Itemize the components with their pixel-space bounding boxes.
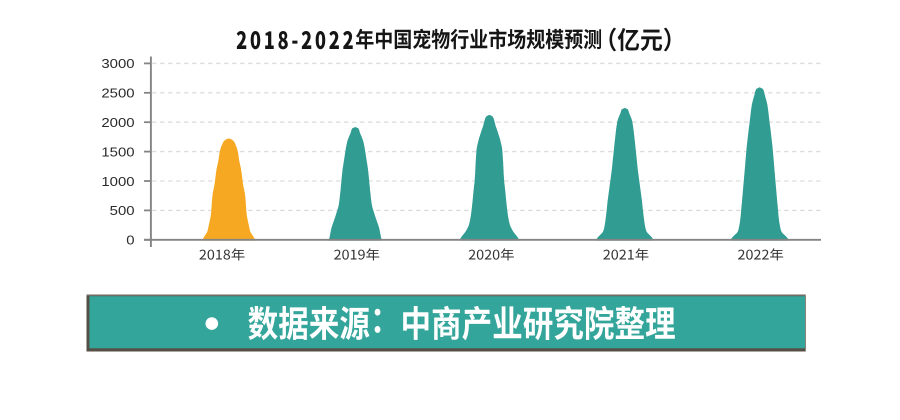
svg-text:3000: 3000	[101, 56, 134, 71]
svg-text:500: 500	[110, 203, 135, 218]
svg-text:2000: 2000	[101, 115, 134, 130]
svg-text:0: 0	[126, 233, 134, 248]
svg-text:2500: 2500	[101, 86, 134, 101]
svg-text:1000: 1000	[101, 174, 134, 189]
svg-text:1500: 1500	[101, 144, 134, 159]
